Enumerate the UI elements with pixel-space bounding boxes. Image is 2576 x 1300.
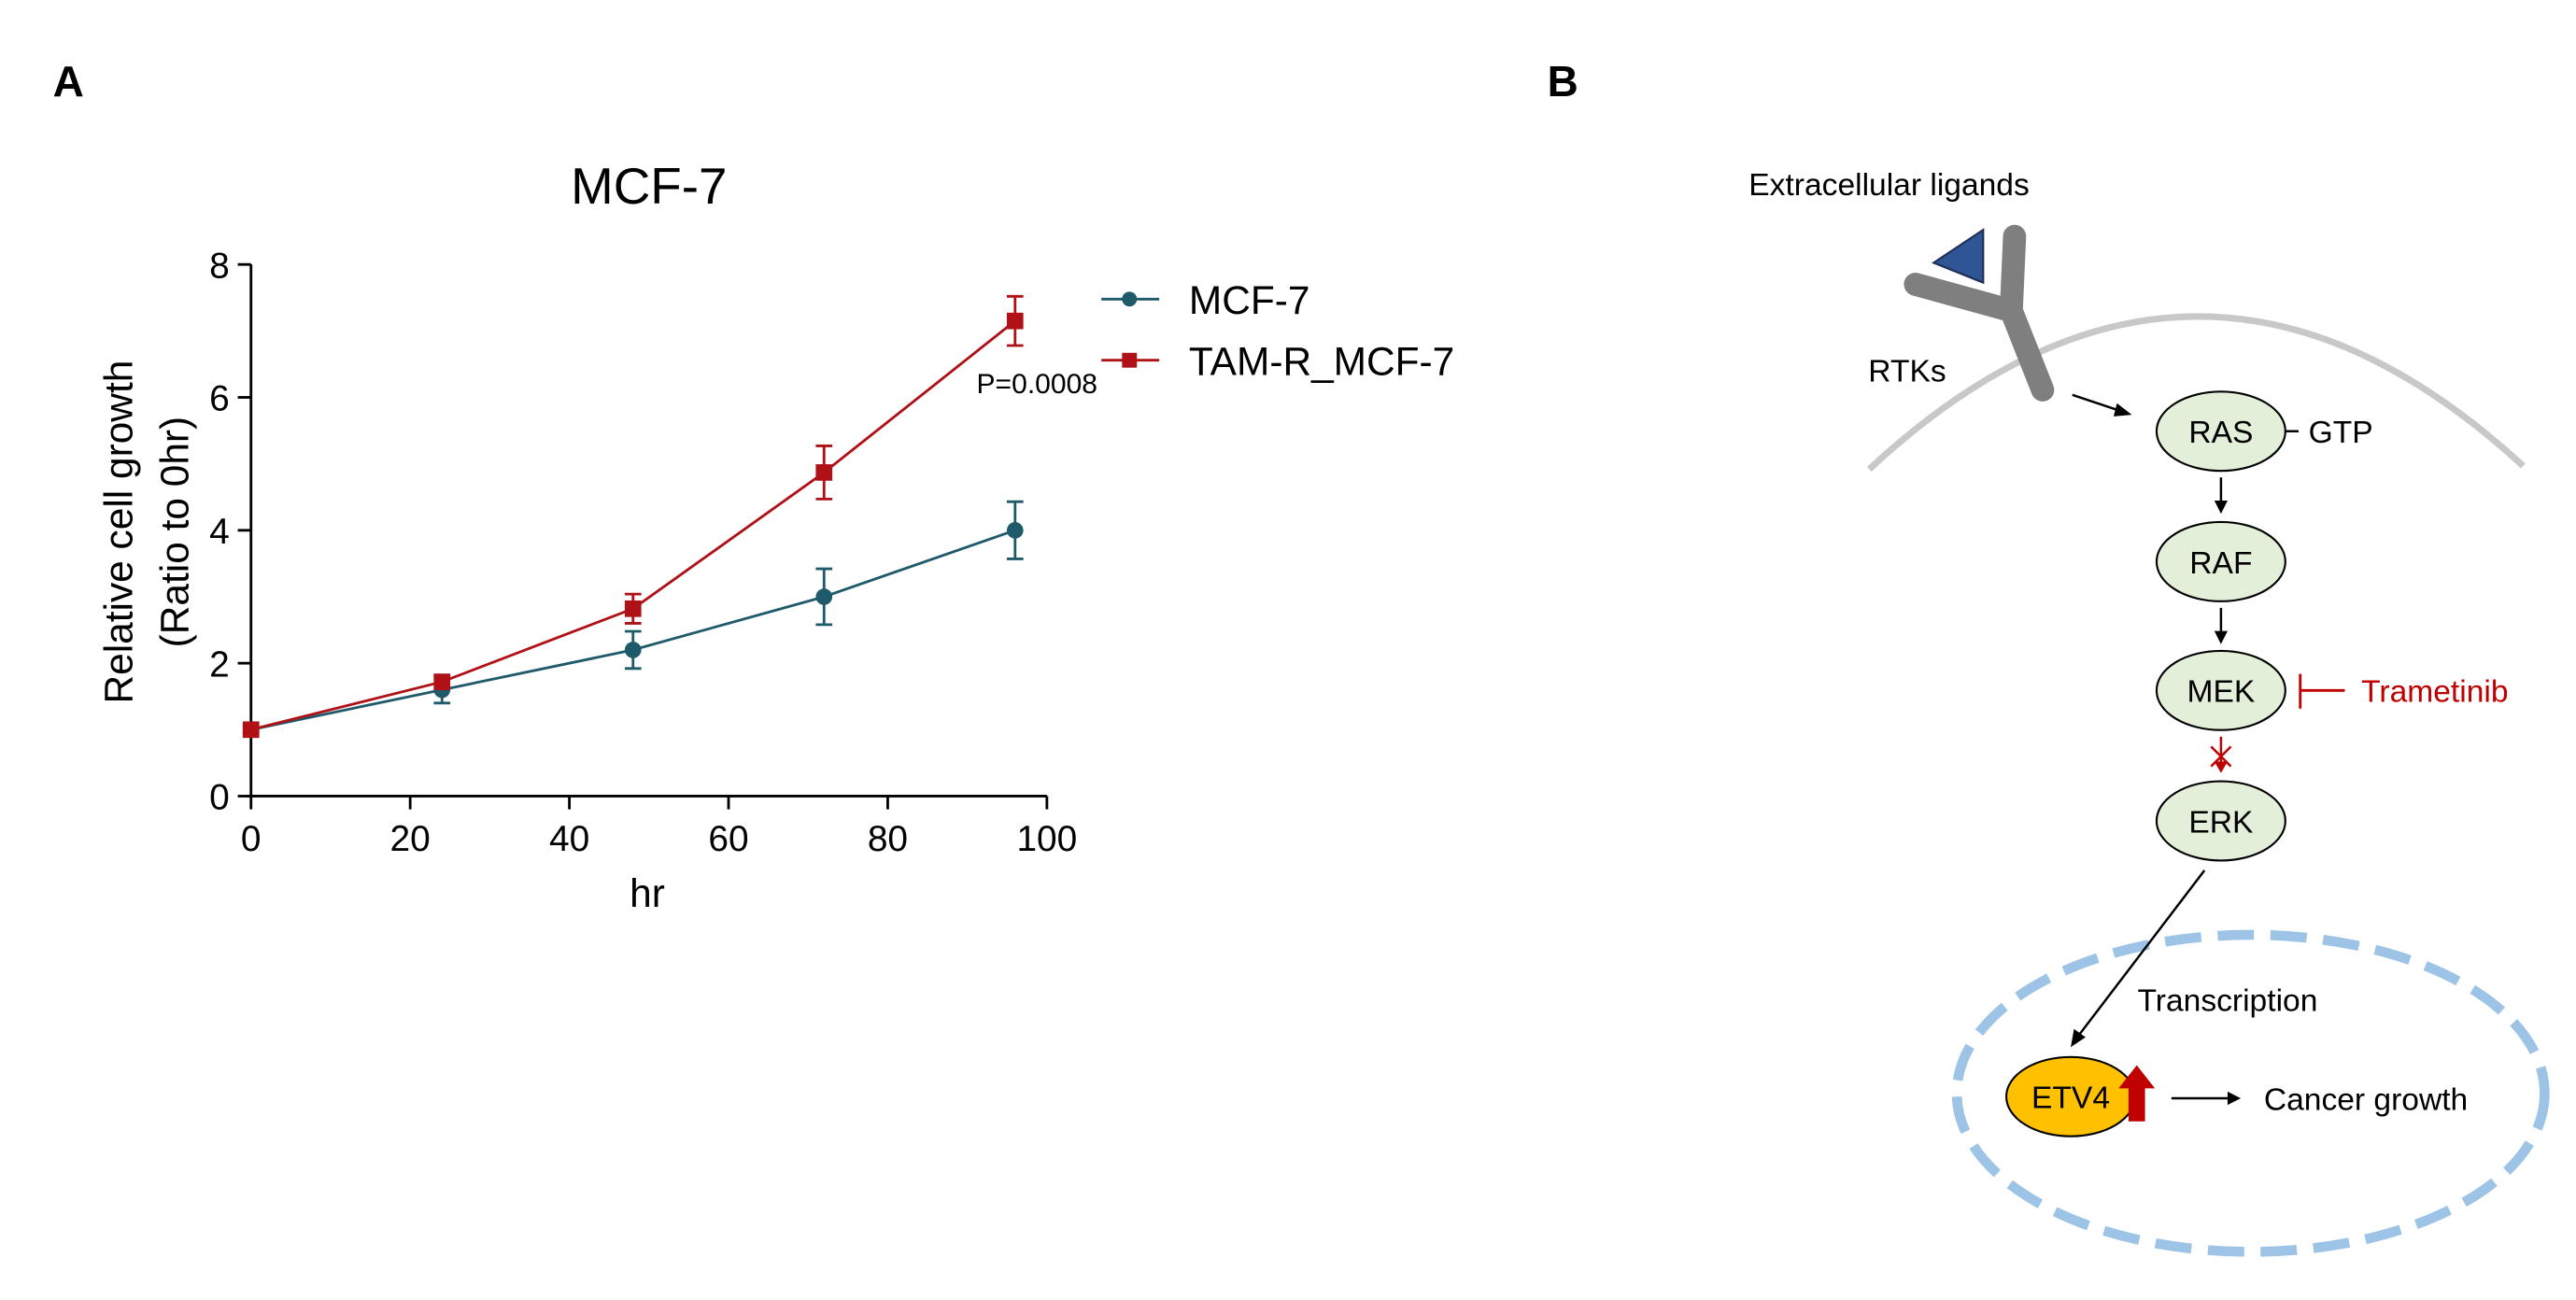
erk-label: ERK: [2188, 805, 2254, 840]
legend-label-mcf7: MCF-7: [1189, 278, 1310, 322]
data-point: [1006, 521, 1024, 539]
etv4-label: ETV4: [2031, 1081, 2110, 1116]
pathway-diagram: Extracellular ligands RTKs RAS GTP RAF M…: [1748, 168, 2550, 1257]
gtp-label: GTP: [2309, 416, 2373, 450]
block-cross-2: [2210, 745, 2232, 768]
data-point: [1006, 312, 1024, 330]
ligand-triangle-icon: [1932, 228, 1985, 285]
legend-entry-tamr: TAM-R_MCF-7: [1101, 340, 1454, 384]
arrow-etv4-growth-head: [2227, 1091, 2242, 1106]
growth-chart: MCF-7 0 2 4 6 8 0 20 40 60 80 100 Relative cell g…: [96, 157, 1454, 915]
legend-marker-mcf7: [1122, 291, 1138, 307]
chart-title: MCF-7: [571, 157, 727, 215]
rtks-label: RTKs: [1868, 355, 1946, 389]
nucleus-outline: [1951, 929, 2550, 1257]
x-tick-label: 20: [390, 819, 431, 859]
legend: MCF-7 TAM-R_MCF-7: [1101, 278, 1454, 384]
data-point: [815, 588, 833, 605]
x-tick-label: 40: [549, 819, 589, 859]
y-tick-label: 2: [209, 644, 230, 685]
arrow-ras-raf-head: [2214, 501, 2228, 515]
panel-a-label: A: [53, 57, 84, 106]
series-layer: [242, 294, 1024, 739]
y-tick-label: 8: [209, 246, 230, 286]
cell-membrane: [1866, 313, 2526, 473]
y-tick-label: 0: [209, 778, 230, 818]
legend-entry-mcf7: MCF-7: [1101, 278, 1310, 322]
arrow-rtk-ras: [2072, 393, 2123, 413]
p-value-annotation: P=0.0008: [977, 369, 1098, 400]
arrow-rtk-ras-head: [2113, 403, 2132, 417]
upregulation-arrow-icon: [2118, 1065, 2156, 1122]
erk-node: [2155, 780, 2286, 862]
data-point: [242, 721, 260, 739]
panel-b-label: B: [1548, 57, 1578, 106]
x-ticks: 0 20 40 60 80 100: [241, 796, 1077, 859]
y-axis-label-line1: Relative cell growth: [96, 360, 140, 704]
legend-label-tamr: TAM-R_MCF-7: [1189, 340, 1454, 384]
trametinib-label: Trametinib: [2361, 675, 2508, 710]
y-tick-label: 4: [209, 512, 230, 552]
x-tick-label: 80: [868, 819, 908, 859]
raf-node: [2155, 520, 2286, 602]
mek-label: MEK: [2187, 675, 2256, 710]
arrow-erk-etv4-head: [2071, 1028, 2086, 1048]
arrow-mek-erk-head: [2214, 761, 2228, 773]
y-ticks: 0 2 4 6 8: [209, 246, 251, 818]
data-point: [433, 673, 451, 690]
data-point: [624, 642, 642, 658]
x-tick-label: 100: [1016, 819, 1077, 859]
arrow-raf-mek-head: [2214, 630, 2228, 644]
data-point: [815, 464, 833, 481]
y-axis-label-line2: (Ratio to 0hr): [153, 417, 197, 648]
series-tamr: [242, 294, 1024, 739]
raf-label: RAF: [2189, 546, 2252, 581]
rtk-receptor-icon: [1904, 224, 2055, 402]
transcription-label: Transcription: [2138, 983, 2318, 1018]
x-tick-label: 0: [241, 819, 262, 859]
arrow-erk-etv4: [2076, 869, 2206, 1039]
legend-marker-tamr: [1122, 352, 1138, 368]
ligands-label: Extracellular ligands: [1748, 168, 2029, 203]
ras-label: RAS: [2188, 416, 2253, 450]
mek-node: [2155, 649, 2286, 731]
data-point: [624, 600, 642, 617]
y-tick-label: 6: [209, 379, 230, 419]
y-axis-label: Relative cell growth (Ratio to 0hr): [96, 360, 196, 704]
x-axis-label: hr: [630, 871, 665, 915]
cancer-growth-label: Cancer growth: [2264, 1082, 2468, 1117]
x-tick-label: 60: [708, 819, 748, 859]
